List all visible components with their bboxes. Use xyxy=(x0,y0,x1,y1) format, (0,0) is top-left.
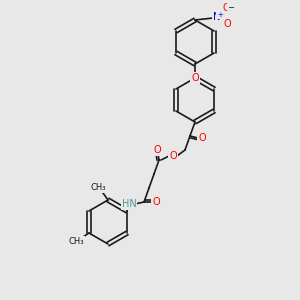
Text: O: O xyxy=(223,19,231,29)
Text: +: + xyxy=(217,12,223,18)
Text: O: O xyxy=(191,73,199,83)
Text: N: N xyxy=(213,12,221,22)
Text: O: O xyxy=(153,145,161,155)
Text: CH₃: CH₃ xyxy=(68,236,84,245)
Text: O: O xyxy=(198,133,206,143)
Text: O: O xyxy=(152,197,160,207)
Text: HN: HN xyxy=(122,199,136,209)
Text: CH₃: CH₃ xyxy=(90,184,106,193)
Text: O: O xyxy=(222,3,230,13)
Text: O: O xyxy=(169,151,177,161)
Text: −: − xyxy=(227,4,235,13)
